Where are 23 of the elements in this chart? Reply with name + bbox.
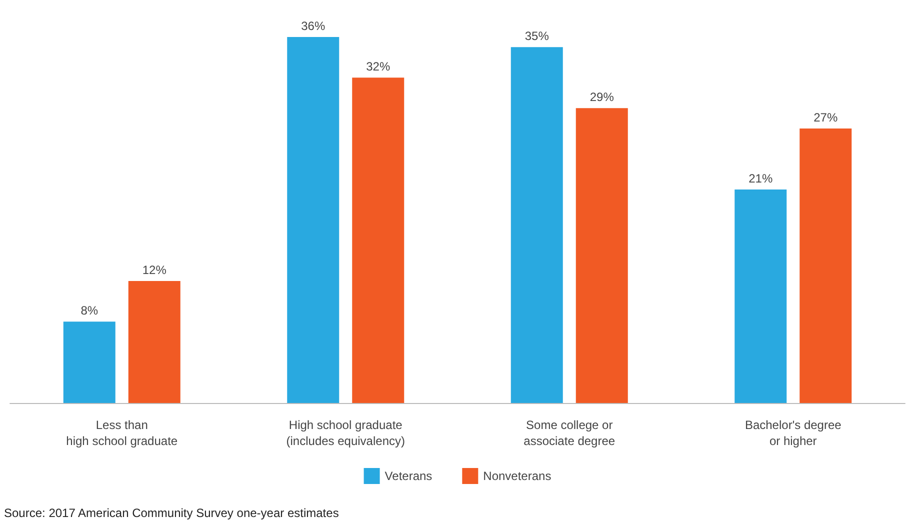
data-label: 35% xyxy=(524,29,550,44)
data-label: 8% xyxy=(80,304,98,318)
data-label: 27% xyxy=(814,110,838,124)
legend-label: Nonveterans xyxy=(483,469,552,483)
source-note: Source: 2017 American Community Survey one-year estimates xyxy=(4,506,339,520)
bar xyxy=(576,108,628,403)
x-tick-label: Bachelor's degree or higher xyxy=(744,418,842,448)
data-label: 12% xyxy=(142,263,167,277)
bar xyxy=(734,190,787,403)
bar xyxy=(800,128,852,403)
data-label: 29% xyxy=(590,90,614,104)
bar xyxy=(128,281,180,403)
x-tick-label: High school graduate (includes equivalency) xyxy=(286,418,405,448)
bar xyxy=(63,322,116,403)
data-label: 36% xyxy=(301,19,326,33)
x-tick-label: Less than high school graduate xyxy=(66,418,178,448)
data-label: 32% xyxy=(366,60,390,74)
data-label: 21% xyxy=(748,172,773,186)
bar xyxy=(510,47,563,403)
x-tick-label: Some college or associate degree xyxy=(524,418,616,448)
legend-label: Veterans xyxy=(384,469,432,483)
bar xyxy=(352,78,404,403)
bar xyxy=(287,37,340,403)
